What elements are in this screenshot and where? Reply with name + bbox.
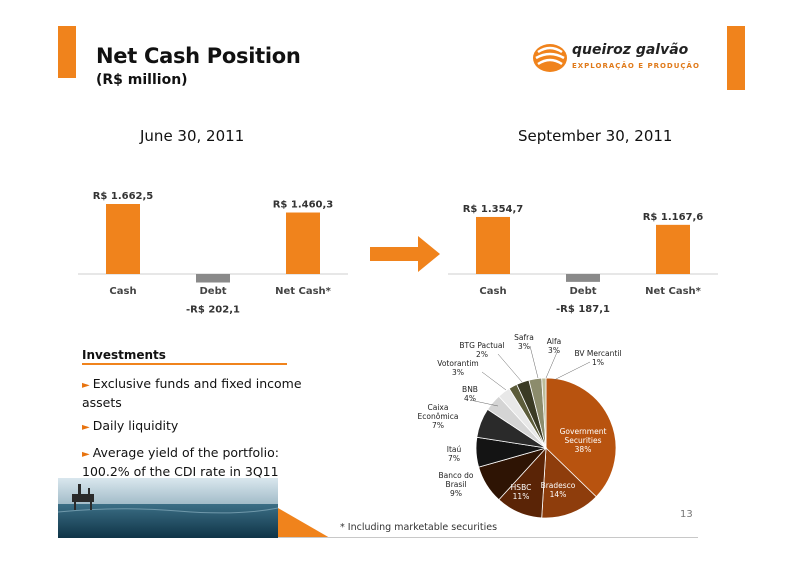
pie-label-0: Government Securities 38% xyxy=(560,427,607,454)
page-title: Net Cash Position xyxy=(96,44,301,68)
september-bar-2 xyxy=(656,224,690,274)
logo-tagline: EXPLORAÇÃO E PRODUÇÃO xyxy=(572,62,700,70)
june-value-label-2: R$ 1.460,3 xyxy=(273,200,334,211)
june-bar-0 xyxy=(106,204,140,274)
september-value-label-1: -R$ 187,1 xyxy=(556,304,610,315)
investment-bullet-3: ► Average yield of the portfolio: 100.2% … xyxy=(82,445,279,479)
company-logo: queiroz galvão EXPLORAÇÃO E PRODUÇÃO xyxy=(530,40,705,80)
june-category-label-2: Net Cash* xyxy=(275,286,332,297)
september-value-label-2: R$ 1.167,6 xyxy=(643,212,704,223)
right-arrow-icon xyxy=(370,236,440,272)
investments-pie-chart: Government Securities 38% Bradesco 14% HSBC 11… xyxy=(418,333,622,519)
chart-title-june: June 30, 2011 xyxy=(140,127,245,145)
june-category-label-0: Cash xyxy=(109,286,136,297)
pie-label-5: Caixa Econômica 7% xyxy=(418,403,459,430)
september-category-label-1: Debt xyxy=(569,286,596,297)
june-value-label-0: R$ 1.662,5 xyxy=(93,191,154,202)
offshore-platform-image xyxy=(58,478,278,538)
logo-name: queiroz galvão xyxy=(572,42,689,58)
june-bar-1 xyxy=(196,274,230,283)
pie-leader-line-2 xyxy=(497,353,523,383)
triangle-bullet-icon: ► xyxy=(82,449,90,460)
investments-title: Investments xyxy=(82,348,166,362)
pie-label-3: Banco do Brasil 9% xyxy=(439,471,474,498)
page-number: 13 xyxy=(680,509,693,520)
bar-chart-june: R$ 1.662,5 Cash -R$ 202,1 Debt R$ 1.460,3 Net… xyxy=(78,191,348,316)
pie-label-2: HSBC 11% xyxy=(511,483,532,501)
right-accent-bar xyxy=(727,26,745,90)
logo-icon xyxy=(533,44,567,72)
pie-slice-11 xyxy=(541,377,547,449)
pie-label-8: BTG Pactual 2% xyxy=(459,341,504,359)
june-bar-2 xyxy=(286,212,320,274)
bar-chart-september: R$ 1.354,7 Cash -R$ 187,1 Debt R$ 1.167,6 Net… xyxy=(448,204,718,315)
left-accent-bar xyxy=(58,26,76,78)
pie-leader-line-5 xyxy=(553,361,591,381)
footnote: * Including marketable securities xyxy=(340,522,498,533)
pie-label-1: Bradesco 14% xyxy=(541,481,576,499)
september-category-label-2: Net Cash* xyxy=(645,286,702,297)
pie-slice-0 xyxy=(545,377,617,498)
bottom-divider xyxy=(278,537,698,538)
pie-slice-1 xyxy=(541,447,597,519)
september-value-label-0: R$ 1.354,7 xyxy=(463,204,524,215)
september-bar-1 xyxy=(566,274,600,282)
investment-bullet-1: ► Exclusive funds and fixed income assets xyxy=(82,376,302,410)
pie-label-11: BV Mercantil 1% xyxy=(574,349,621,367)
june-value-label-1: -R$ 202,1 xyxy=(186,305,240,316)
triangle-bullet-icon: ► xyxy=(82,380,90,391)
chart-title-september: September 30, 2011 xyxy=(518,127,673,145)
investments-underline xyxy=(82,363,287,365)
june-category-label-1: Debt xyxy=(199,286,226,297)
pie-label-10: Alfa 3% xyxy=(547,337,561,355)
pie-label-4: Itaú 7% xyxy=(447,445,462,463)
pie-leader-line-1 xyxy=(481,371,507,391)
page-subtitle: (R$ million) xyxy=(96,72,188,88)
pie-leader-line-0 xyxy=(469,399,499,407)
pie-label-7: Votorantim 3% xyxy=(437,359,478,377)
pie-leader-line-3 xyxy=(529,345,539,379)
pie-label-6: BNB 4% xyxy=(462,385,478,403)
bottom-accent-triangle xyxy=(278,508,330,538)
investment-bullet-2: ► Daily liquidity xyxy=(82,418,179,433)
triangle-bullet-icon: ► xyxy=(82,422,90,433)
pie-label-9: Safra 3% xyxy=(514,333,534,351)
september-bar-0 xyxy=(476,216,510,274)
september-category-label-0: Cash xyxy=(479,286,506,297)
pie-leader-line-4 xyxy=(545,349,559,379)
